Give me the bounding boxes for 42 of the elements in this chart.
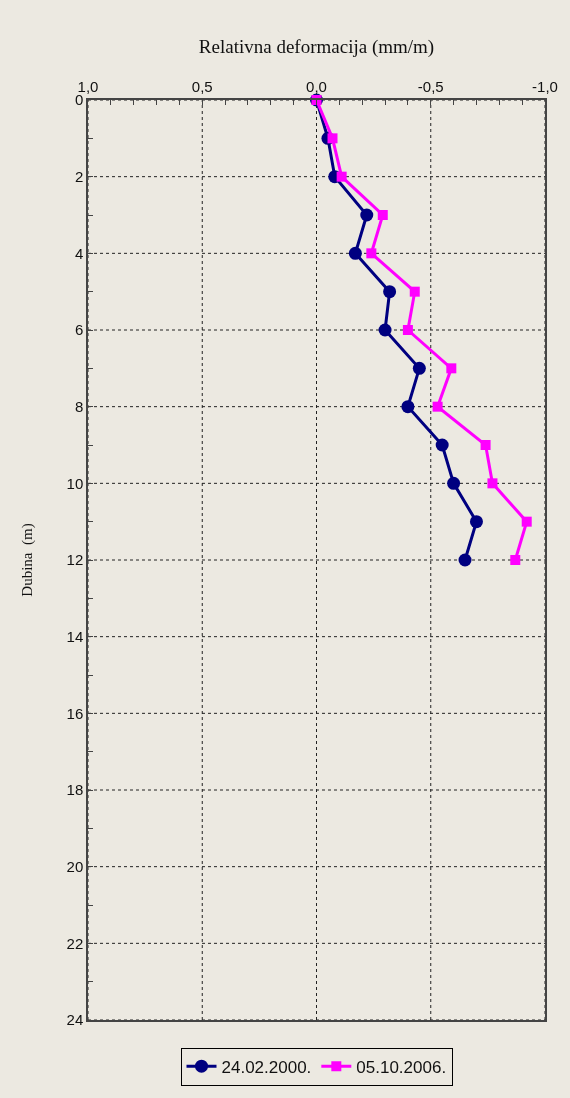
point xyxy=(510,555,521,565)
y-axis-title: Dubina (m) xyxy=(19,523,37,597)
y-tick-label: 20 xyxy=(66,857,84,875)
y-tick-label: 10 xyxy=(66,474,84,492)
point xyxy=(412,361,426,375)
point xyxy=(383,285,397,299)
point xyxy=(348,246,362,260)
point xyxy=(336,171,347,182)
point xyxy=(366,248,377,259)
x-tick-label: 0,5 xyxy=(191,78,213,96)
y-tick-label: 24 xyxy=(66,1011,84,1029)
y-tick-label: 8 xyxy=(74,397,84,415)
point xyxy=(447,476,461,490)
y-tick-label: 2 xyxy=(74,167,84,185)
point xyxy=(327,133,338,144)
point xyxy=(487,478,498,489)
point xyxy=(480,440,491,450)
point xyxy=(377,210,388,220)
y-tick-label: 14 xyxy=(66,627,84,645)
y-tick-label: 18 xyxy=(66,781,84,799)
point xyxy=(521,516,532,527)
point xyxy=(360,208,374,222)
x-tick-label: -1,0 xyxy=(532,78,558,96)
y-tick-label: 12 xyxy=(66,551,84,569)
point xyxy=(458,553,472,567)
point xyxy=(401,400,415,414)
x-tick-label: 0,0 xyxy=(306,78,327,96)
y-tick-label: 16 xyxy=(66,704,84,722)
y-tick-label: 6 xyxy=(74,321,84,339)
legend-label: 05.10.2006. xyxy=(356,1057,447,1077)
point xyxy=(409,286,420,297)
point xyxy=(435,438,449,452)
y-tick-label: 4 xyxy=(74,244,84,262)
point xyxy=(432,401,443,412)
point xyxy=(402,325,413,335)
x-tick-label: -0,5 xyxy=(417,78,444,96)
y-tick-label: 22 xyxy=(66,934,84,952)
point xyxy=(469,515,483,529)
point xyxy=(378,323,392,337)
x-axis-title: Relativna deformacija (mm/m) xyxy=(198,35,435,58)
point xyxy=(446,363,457,374)
legend-label: 24.02.2000. xyxy=(221,1057,312,1077)
